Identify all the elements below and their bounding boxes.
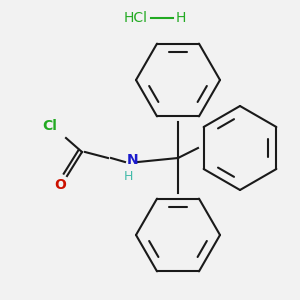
Text: H: H <box>176 11 186 25</box>
Text: O: O <box>54 178 66 192</box>
Text: Cl: Cl <box>43 119 57 133</box>
Text: HCl: HCl <box>124 11 148 25</box>
Text: N: N <box>127 153 139 167</box>
Text: H: H <box>123 169 133 182</box>
